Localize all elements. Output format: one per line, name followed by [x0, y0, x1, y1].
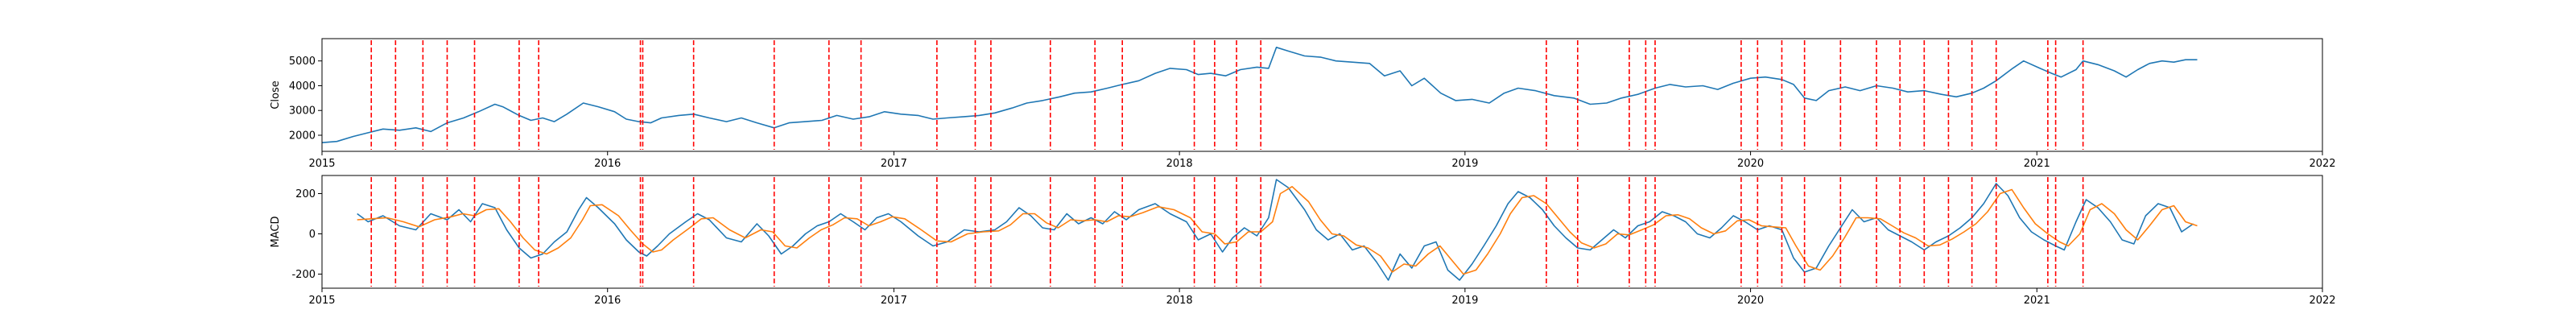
- macd-xtick-label-0: 2015: [308, 295, 335, 307]
- close-xtick-label-0: 2015: [308, 158, 335, 170]
- macd-xtick-label-5: 2020: [1737, 295, 1764, 307]
- close-xtick-label-1: 2016: [594, 158, 621, 170]
- close-xtick-label-7: 2022: [2309, 158, 2335, 170]
- close-xtick-label-2: 2017: [881, 158, 907, 170]
- close-ytick-label-0: 2000: [289, 130, 316, 142]
- macd-ytick-label-1: 0: [309, 229, 316, 241]
- close-xtick-label-3: 2018: [1166, 158, 1193, 170]
- macd-series-line-0: [357, 179, 2194, 281]
- macd-xtick-label-2: 2017: [881, 295, 907, 307]
- close-price-panel: Close 2015 2016 2017 2018 2019 2020 2021 2022 20…: [270, 38, 2336, 170]
- macd-xtick-label-3: 2018: [1166, 295, 1193, 307]
- macd-series-line-1: [357, 186, 2198, 275]
- close-ytick-label-1: 3000: [289, 105, 316, 118]
- close-series-line-0: [321, 47, 2198, 143]
- close-xtick-label-5: 2020: [1737, 158, 1764, 170]
- macd-xtick-label-6: 2021: [2024, 295, 2050, 307]
- macd-xtick-label-1: 2016: [594, 295, 621, 307]
- close-ytick-label-2: 4000: [289, 80, 316, 93]
- macd-ytick-label-0: -200: [291, 269, 316, 281]
- macd-xtick-label-4: 2019: [1451, 295, 1478, 307]
- macd-panel: MACD 2015 2016 2017 2018 2019 2020 2021 2022 -20…: [270, 175, 2336, 307]
- macd-axes-frame: [321, 175, 2323, 289]
- macd-ytick-label-2: 200: [295, 188, 316, 200]
- macd-ylabel: MACD: [270, 217, 282, 248]
- close-axes-frame: [321, 38, 2323, 152]
- macd-xtick-label-7: 2022: [2309, 295, 2335, 307]
- close-xtick-label-4: 2019: [1451, 158, 1478, 170]
- close-ytick-label-3: 5000: [289, 56, 316, 68]
- close-xtick-label-6: 2021: [2024, 158, 2050, 170]
- close-ylabel: Close: [270, 80, 282, 109]
